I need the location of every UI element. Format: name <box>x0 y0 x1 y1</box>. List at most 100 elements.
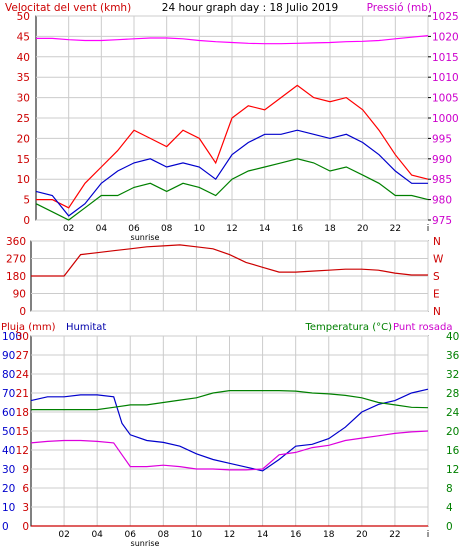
humidity-tick-label: 27 <box>16 350 29 362</box>
compass-tick-label: N <box>433 306 441 318</box>
pressure-tick-label: 995 <box>432 133 452 145</box>
rain-axis: 0 10 20 30 40 50 60 70 80 90 100 <box>2 331 22 533</box>
time-tick-label: 10 <box>191 530 203 540</box>
temperature-tick-label: 36 <box>446 350 459 362</box>
direction-tick-label: 270 <box>6 254 26 266</box>
wind-speed-tick-label: 10 <box>17 174 30 186</box>
rain-tick-label: 20 <box>2 483 15 495</box>
time-tick-label: 14 <box>259 224 271 234</box>
rain-tick-label: 40 <box>2 445 15 457</box>
humidity-tick-label: 15 <box>16 426 29 438</box>
wind-pressure-grid <box>36 15 429 221</box>
time-tick-label: 16 <box>292 224 304 234</box>
wind-speed-tick-label: 45 <box>17 31 30 43</box>
rain-tick-label: 70 <box>2 388 15 400</box>
time-tick-label: 02 <box>63 224 74 234</box>
rain-tick-label: 0 <box>2 521 9 533</box>
humidity-tick-label: 30 <box>16 331 29 343</box>
sunrise-label-top: sunrise <box>131 233 160 242</box>
time-tick-label: 20 <box>357 224 369 234</box>
wind-speed-tick-label: 5 <box>23 195 30 207</box>
time-tick-label: 18 <box>324 224 336 234</box>
time-tick-label: 20 <box>356 530 368 540</box>
humidity-tick-label: 0 <box>22 521 29 533</box>
time-tick-label: 08 <box>158 530 170 540</box>
direction-tick-label: 0 <box>19 306 26 318</box>
compass-tick-label: E <box>433 289 440 301</box>
pressure-tick-label: 1000 <box>432 113 459 125</box>
series-line <box>30 430 429 471</box>
temperature-tick-label: 28 <box>446 388 459 400</box>
pressure-axis-label: Pressió (mb) <box>367 2 432 14</box>
pressure-axis: 975 980 985 990 995 1000 1005 1010 1015 1020 1025 <box>428 11 459 227</box>
series-line <box>35 158 429 221</box>
temperature-axis: 0 4 8 12 16 20 24 28 32 36 40 <box>446 331 459 533</box>
pressure-tick-label: 980 <box>432 195 452 207</box>
rain-tick-label: 50 <box>2 426 15 438</box>
series-line <box>36 35 429 45</box>
rain-tick-label: 100 <box>2 331 22 343</box>
wind-speed-axis: 0 5 10 15 20 25 30 35 40 45 50 <box>17 11 30 227</box>
temperature-humidity-grid <box>31 335 429 527</box>
pressure-tick-label: 1010 <box>432 72 459 84</box>
humidity-tick-label: 3 <box>22 502 29 514</box>
chart-title: 24 hour graph day : 18 Julio 2019 <box>162 2 338 14</box>
wind-pressure-series <box>35 35 429 221</box>
wind-speed-tick-label: 25 <box>17 113 30 125</box>
humidity-tick-label: 21 <box>16 388 29 400</box>
wind-speed-tick-label: 15 <box>17 154 30 166</box>
humidity-tick-label: 18 <box>16 407 29 419</box>
wind-speed-axis-label: Velocitat del vent (kmh) <box>5 2 131 14</box>
temperature-tick-label: 8 <box>446 483 453 495</box>
humidity-axis-label: Humitat <box>66 322 106 333</box>
rain-tick-label: 10 <box>2 502 15 514</box>
wind-direction-grid <box>31 240 429 312</box>
time-tick-label: 18 <box>323 530 335 540</box>
temperature-tick-label: 0 <box>446 521 453 533</box>
wind-speed-tick-label: 0 <box>23 215 30 227</box>
temperature-humidity-series <box>30 388 429 527</box>
temperature-tick-label: 16 <box>446 445 459 457</box>
series-line <box>35 129 428 217</box>
wind-speed-tick-label: 40 <box>17 52 30 64</box>
wind-direction-series <box>31 244 428 277</box>
time-tick-label: 16 <box>290 530 302 540</box>
sunrise-label-bottom: sunrise <box>131 539 160 548</box>
wind-speed-tick-label: 20 <box>17 133 30 145</box>
compass-tick-label: W <box>433 254 444 266</box>
humidity-tick-label: 9 <box>22 464 29 476</box>
direction-degree-axis: 0 90 180 270 360 <box>6 236 26 318</box>
series-line <box>31 244 428 277</box>
time-tick-label: 12 <box>224 530 235 540</box>
temperature-axis-label: Temperatura (°C) <box>304 322 392 333</box>
pressure-tick-label: 985 <box>432 174 452 186</box>
series-line <box>30 388 429 472</box>
time-tick-label: 22 <box>389 530 400 540</box>
compass-tick-label: N <box>433 236 441 248</box>
series-line <box>31 390 429 411</box>
rain-tick-label: 60 <box>2 407 15 419</box>
time-tick-label: 06 <box>128 224 140 234</box>
time-tick-label: 02 <box>58 530 69 540</box>
pressure-tick-label: 1025 <box>432 11 459 23</box>
time-tick-label: i <box>427 224 430 234</box>
time-tick-label: 04 <box>91 530 103 540</box>
time-tick-label: 06 <box>125 530 137 540</box>
direction-tick-label: 180 <box>6 271 26 283</box>
temperature-tick-label: 40 <box>446 331 459 343</box>
time-tick-label: 14 <box>257 530 269 540</box>
dew-point-axis-label: Punt rosada <box>393 322 452 333</box>
pressure-tick-label: 1015 <box>432 52 459 64</box>
series-line <box>36 84 429 209</box>
rain-tick-label: 90 <box>2 350 15 362</box>
time-tick-label: 08 <box>161 224 173 234</box>
pressure-tick-label: 975 <box>432 215 452 227</box>
time-tick-label: 12 <box>226 224 237 234</box>
compass-tick-label: S <box>433 271 440 283</box>
temperature-tick-label: 20 <box>446 426 459 438</box>
